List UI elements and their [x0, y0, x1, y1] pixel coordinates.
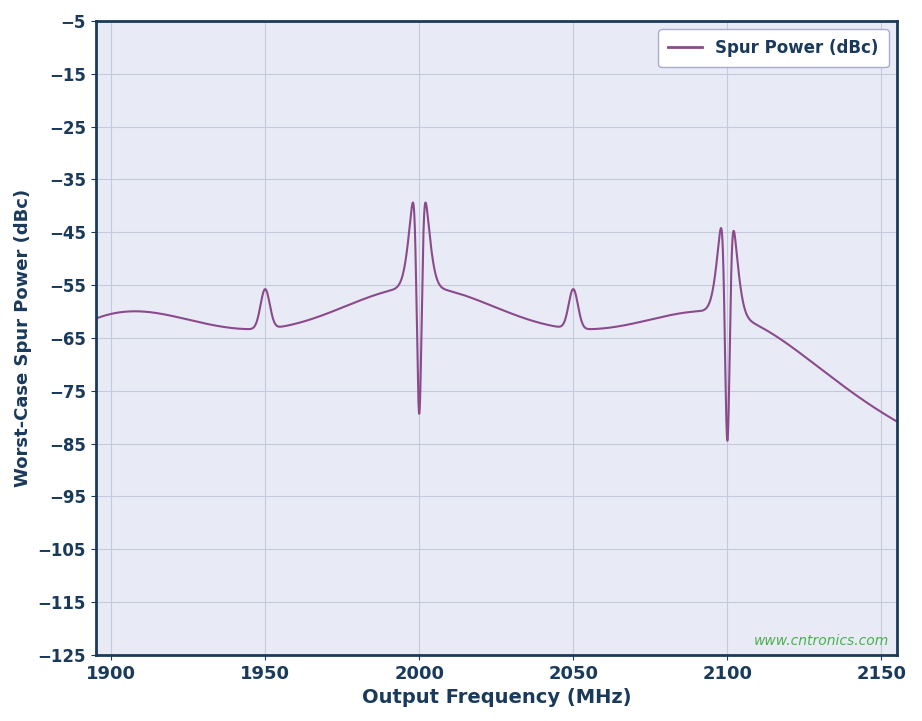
X-axis label: Output Frequency (MHz): Output Frequency (MHz) — [361, 688, 631, 707]
Y-axis label: Worst-Case Spur Power (dBc): Worst-Case Spur Power (dBc) — [14, 189, 32, 487]
Text: www.cntronics.com: www.cntronics.com — [753, 634, 889, 648]
Legend: Spur Power (dBc): Spur Power (dBc) — [658, 30, 889, 67]
